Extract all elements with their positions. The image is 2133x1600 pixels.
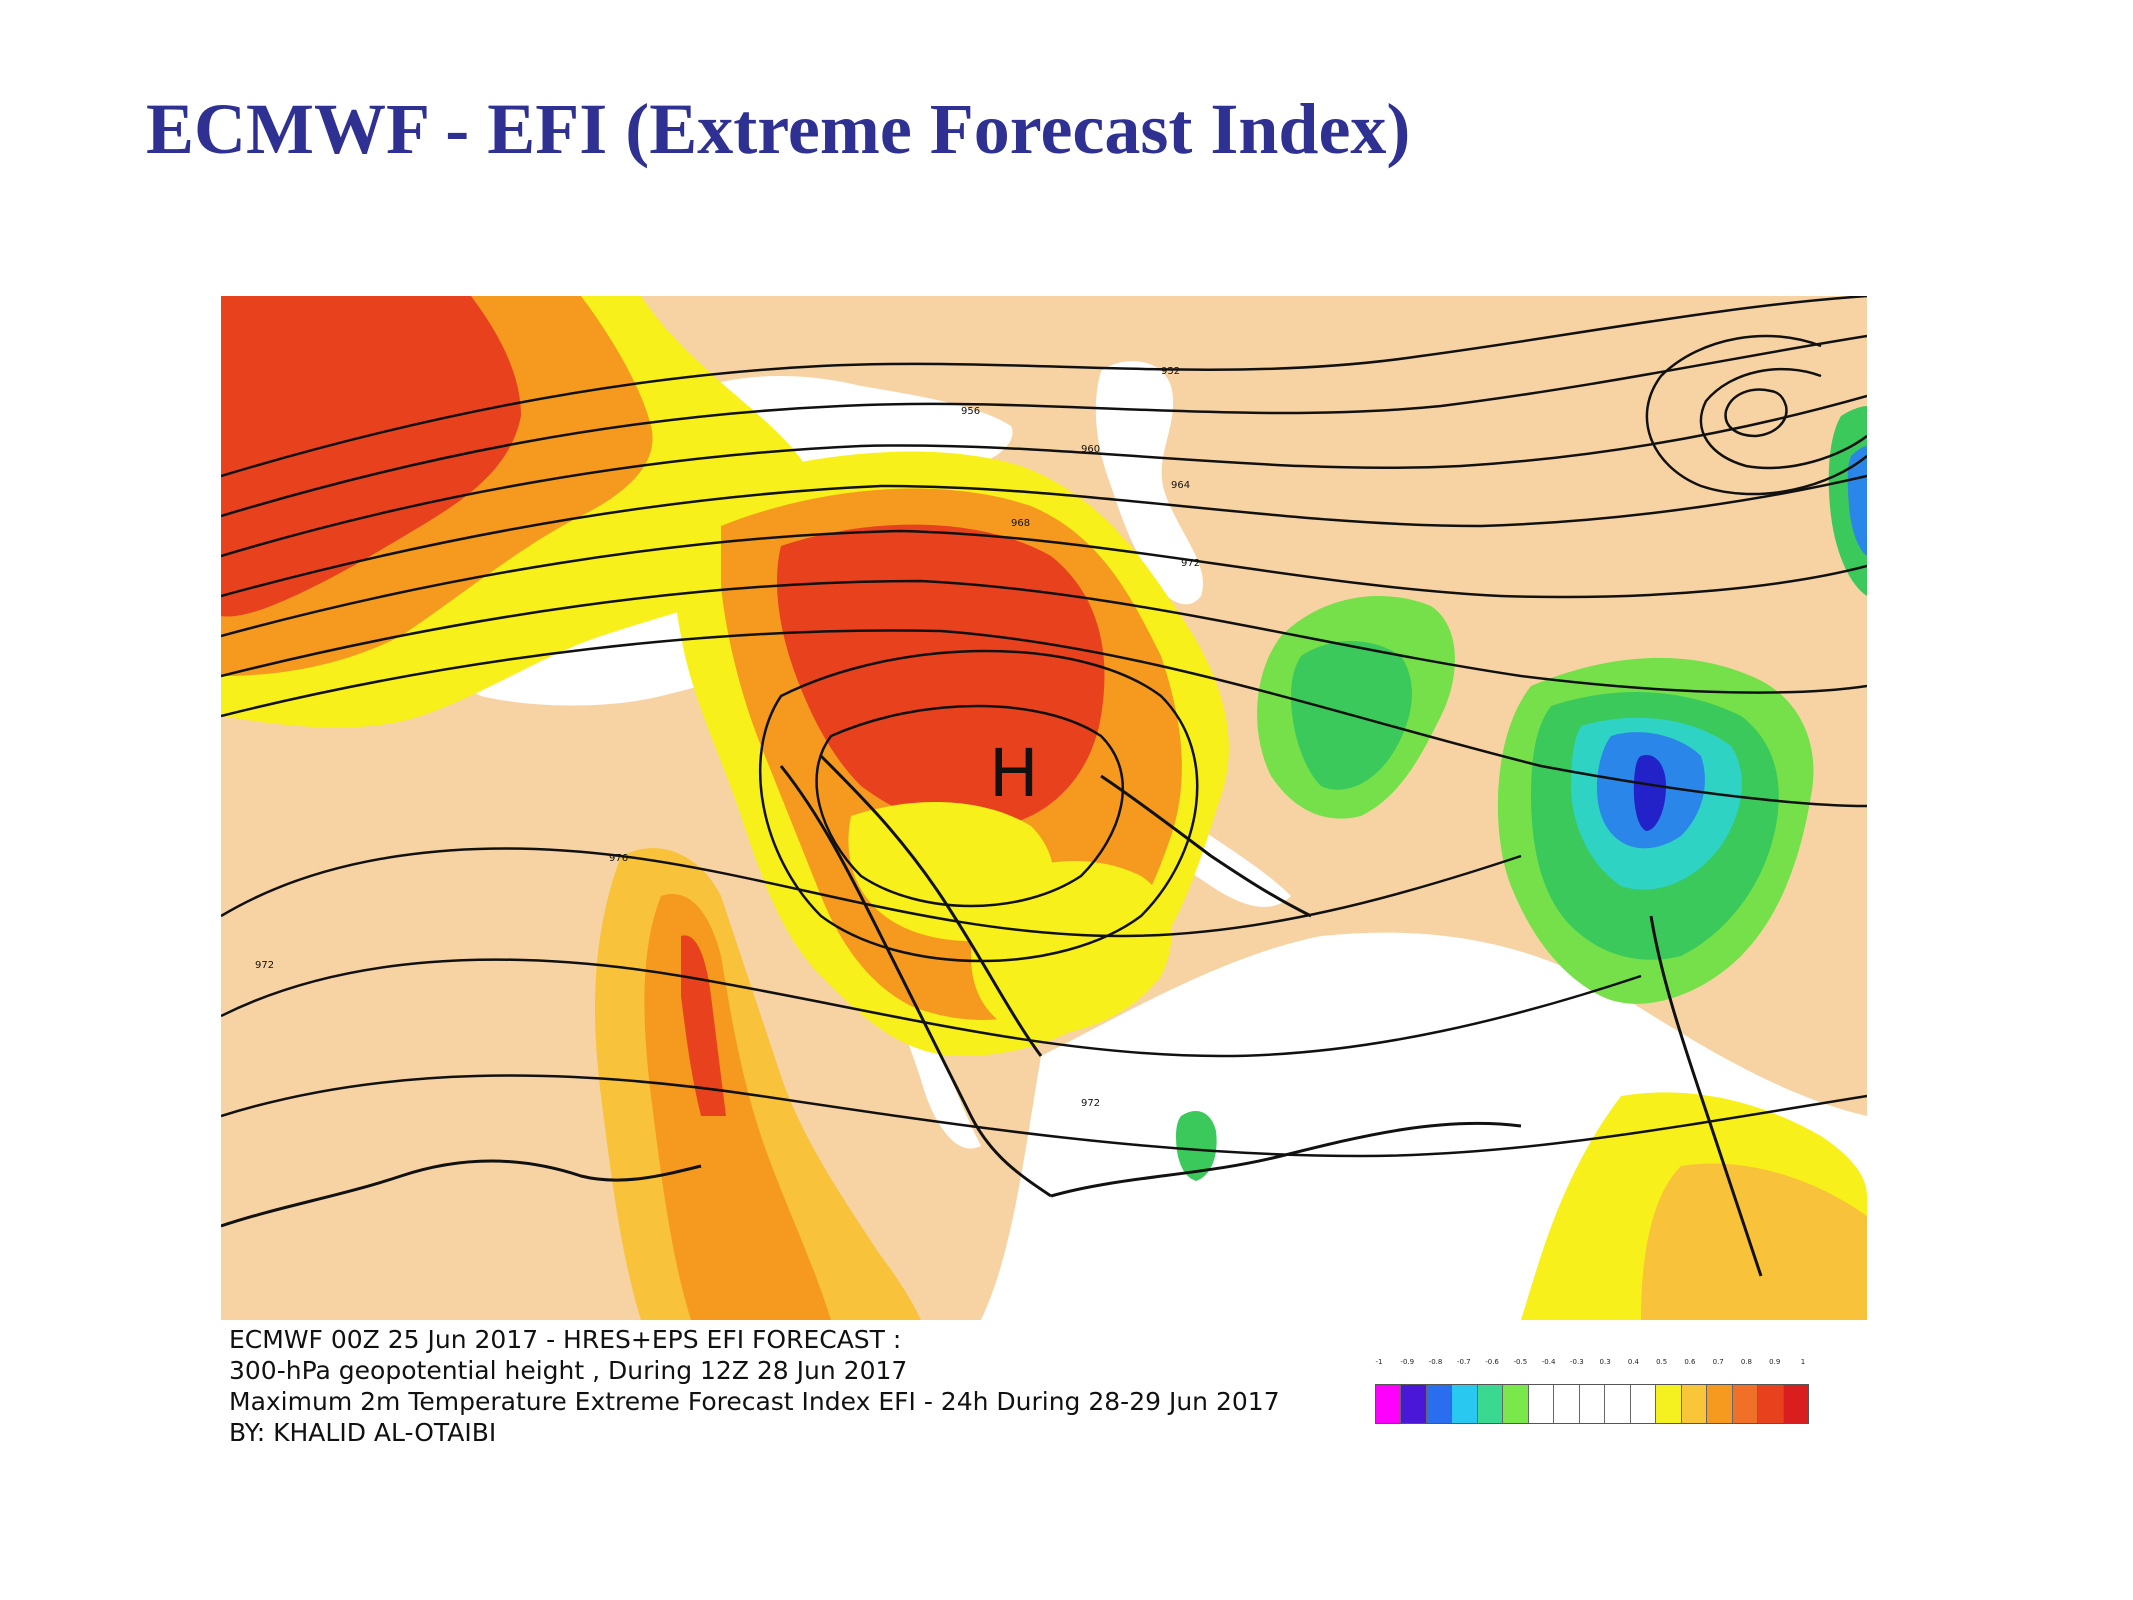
legend-tick-label: -0.8 (1428, 1358, 1443, 1366)
contour-label: 964 (1171, 480, 1190, 491)
caspian-sea (1095, 361, 1203, 605)
legend-ticks: -1 -0.9 -0.8 -0.7 -0.6 -0.5 -0.4 -0.3 0.3 0.4 0.5 0… (1375, 1358, 1811, 1378)
legend-swatch (1605, 1385, 1631, 1423)
legend-swatch (1452, 1385, 1478, 1423)
legend-tick-label: -0.6 (1485, 1358, 1499, 1366)
legend-swatch (1656, 1385, 1682, 1423)
legend-swatch (1630, 1385, 1657, 1423)
legend-swatch (1783, 1385, 1808, 1423)
caption-line-1: ECMWF 00Z 25 Jun 2017 - HRES+EPS EFI FOR… (229, 1325, 902, 1354)
contour-label: 960 (1081, 444, 1100, 455)
legend-tick-label: -0.5 (1513, 1358, 1528, 1366)
legend-swatch (1707, 1385, 1733, 1423)
legend-tick-label: 0.6 (1684, 1358, 1696, 1366)
legend-swatch (1528, 1385, 1555, 1423)
contour-labels: 952 956 960 964 968 972 976 972 972 (255, 366, 1200, 1109)
contour-label: 956 (961, 406, 980, 417)
map-canvas: 952 956 960 964 968 972 976 972 972 H (221, 296, 1867, 1320)
height-contours (221, 296, 1867, 1158)
legend-swatch (1426, 1385, 1453, 1423)
legend-tick-label: -0.4 (1541, 1358, 1556, 1366)
caption-line-3: Maximum 2m Temperature Extreme Forecast … (229, 1387, 1280, 1416)
contour-label: 972 (255, 960, 274, 971)
contour-label: 972 (1081, 1098, 1100, 1109)
legend-tick-label: -0.7 (1456, 1358, 1471, 1366)
caption-line-4: BY: KHALID AL-OTAIBI (229, 1418, 497, 1447)
legend-tick-label: 0.8 (1740, 1358, 1753, 1366)
legend-swatch (1477, 1385, 1504, 1423)
legend-tick-label: 0.7 (1712, 1358, 1724, 1366)
legend-swatch (1579, 1385, 1606, 1423)
coastlines (221, 754, 1763, 1277)
legend-tick-label: -0.9 (1400, 1358, 1415, 1366)
efi-color-legend: -1 -0.9 -0.8 -0.7 -0.6 -0.5 -0.4 -0.3 0.3 0.4 0.5 0… (1375, 1358, 1811, 1424)
legend-swatch (1681, 1385, 1708, 1423)
legend-bar (1375, 1384, 1809, 1424)
legend-tick-label: -0.3 (1570, 1358, 1584, 1366)
legend-tick-label: 0.5 (1656, 1358, 1668, 1366)
legend-swatch (1401, 1385, 1427, 1423)
contour-label: 976 (609, 853, 628, 864)
legend-tick-label: 0.9 (1769, 1358, 1781, 1366)
legend-tick-label: 0.4 (1627, 1358, 1639, 1366)
contour-label: 972 (1181, 558, 1200, 569)
cold-anomaly-areas (1176, 406, 1867, 1181)
legend-swatch (1376, 1385, 1402, 1423)
efi-forecast-map: 952 956 960 964 968 972 976 972 972 H (221, 296, 1867, 1320)
legend-tick-label: -1 (1375, 1358, 1383, 1366)
legend-swatch (1554, 1385, 1580, 1423)
contour-label: 952 (1161, 366, 1180, 377)
legend-swatch (1732, 1385, 1759, 1423)
slide-title: ECMWF - EFI (Extreme Forecast Index) (146, 89, 1411, 169)
high-pressure-label: H (989, 735, 1039, 812)
legend-tick-label: 0.3 (1599, 1358, 1611, 1366)
contour-label: 968 (1011, 518, 1030, 529)
legend-tick-label: 1 (1800, 1358, 1806, 1366)
map-caption: ECMWF 00Z 25 Jun 2017 - HRES+EPS EFI FOR… (229, 1324, 1280, 1448)
caption-line-2: 300-hPa geopotential height , During 12Z… (229, 1356, 908, 1385)
legend-swatch (1758, 1385, 1784, 1423)
legend-swatch (1503, 1385, 1529, 1423)
